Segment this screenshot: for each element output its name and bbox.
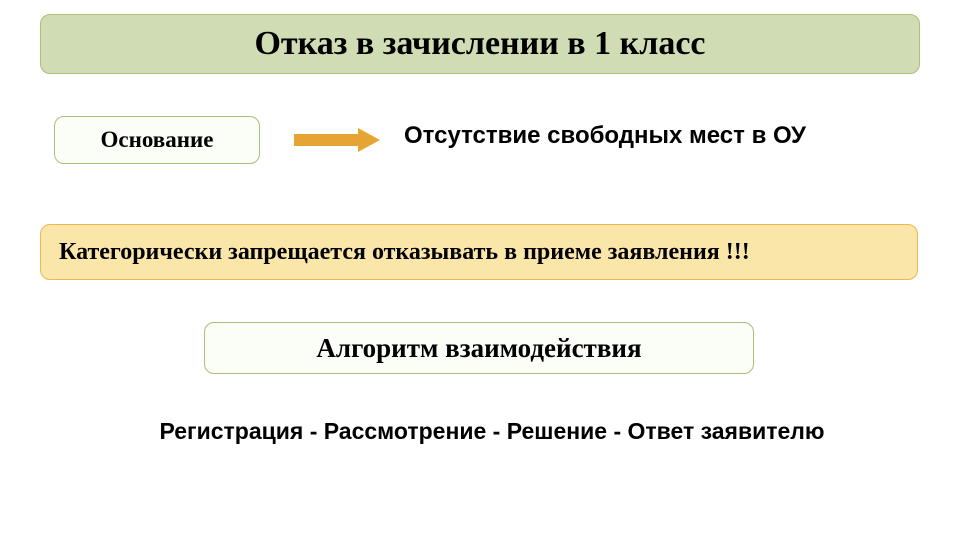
basis-label: Основание	[101, 127, 214, 153]
page-title: Отказ в зачислении в 1 класс	[254, 25, 705, 63]
title-bar: Отказ в зачислении в 1 класс	[40, 14, 920, 74]
sequence-text: Регистрация - Рассмотрение - Решение - О…	[122, 418, 862, 445]
arrow-icon	[294, 128, 380, 152]
algorithm-title: Алгоритм взаимодействия	[316, 333, 641, 364]
basis-box: Основание	[54, 116, 260, 164]
reason-text: Отсутствие свободных мест в ОУ	[404, 122, 806, 150]
prohibition-text: Категорически запрещается отказывать в п…	[59, 239, 750, 266]
algorithm-box: Алгоритм взаимодействия	[204, 322, 754, 374]
prohibition-box: Категорически запрещается отказывать в п…	[40, 224, 918, 280]
